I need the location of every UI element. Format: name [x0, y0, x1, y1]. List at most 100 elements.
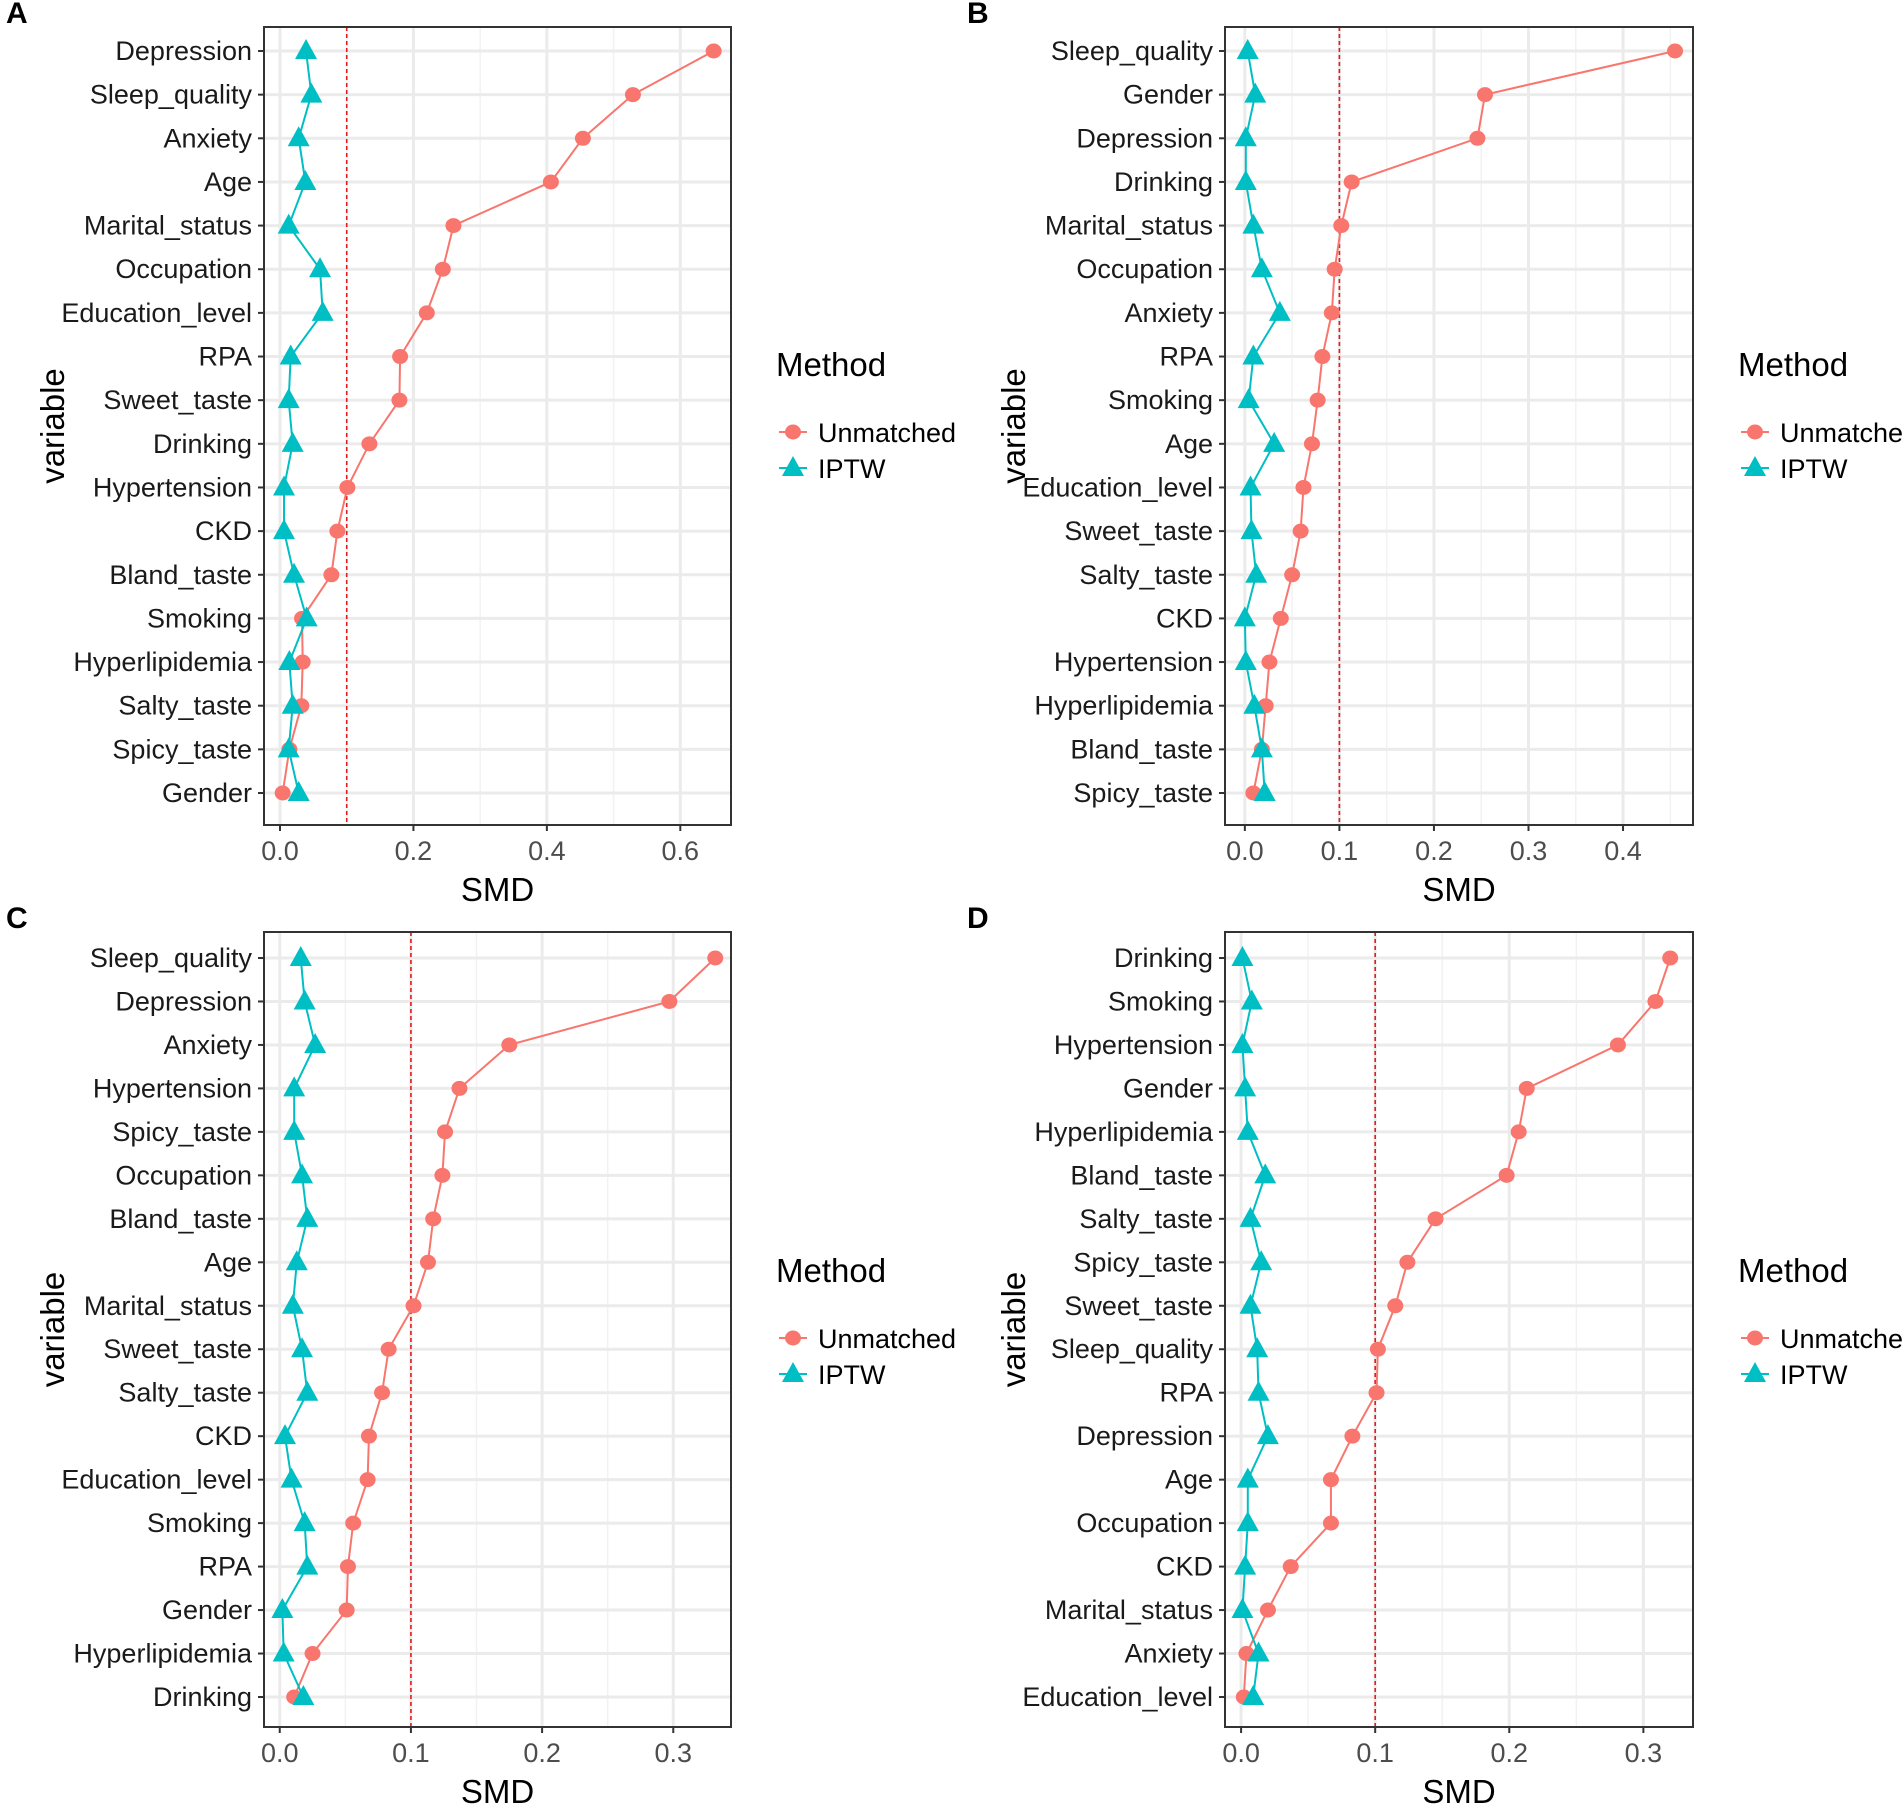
y-tick-label: Bland_taste [109, 1204, 252, 1234]
unmatched-point [345, 1515, 362, 1531]
iptw-point [1263, 431, 1286, 452]
y-axis-title: variable [995, 1272, 1032, 1388]
unmatched-point [1399, 1254, 1416, 1270]
iptw-point [295, 606, 318, 627]
iptw-point [1239, 1293, 1262, 1314]
y-tick-label: Bland_taste [109, 560, 252, 590]
unmatched-point [661, 993, 678, 1009]
iptw-point [277, 388, 300, 409]
iptw-point [1256, 1424, 1279, 1445]
x-axis-title: SMD [461, 871, 534, 908]
unmatched-point [437, 1124, 454, 1140]
iptw-point [277, 737, 300, 758]
x-tick-label: 0.1 [1321, 836, 1359, 866]
y-tick-label: Gender [1123, 80, 1213, 110]
unmatched-point [380, 1341, 397, 1357]
x-tick-label: 0.3 [1510, 836, 1548, 866]
y-tick-label: Age [1165, 1465, 1213, 1495]
iptw-point [281, 1293, 304, 1314]
y-tick-label: Bland_taste [1070, 1160, 1213, 1190]
iptw-point [1234, 650, 1257, 671]
iptw-point [280, 1467, 303, 1488]
unmatched-point [1368, 1385, 1385, 1401]
y-tick-label: Sweet_taste [1064, 1291, 1213, 1321]
unmatched-point [451, 1080, 468, 1096]
iptw-point [1246, 1337, 1269, 1358]
unmatched-point [294, 654, 311, 670]
x-tick-label: 0.0 [261, 1738, 299, 1768]
y-tick-label: Education_level [1022, 1682, 1213, 1712]
unmatched-point [1469, 130, 1486, 146]
iptw-point [283, 1076, 306, 1097]
iptw-point [1239, 1206, 1262, 1227]
unmatched-point [274, 785, 291, 801]
iptw-point [281, 431, 304, 452]
x-tick-label: 0.2 [523, 1738, 561, 1768]
x-tick-label: 0.2 [1491, 1738, 1529, 1768]
iptw-point [294, 169, 317, 190]
unmatched-point [434, 1167, 451, 1183]
legend-title: Method [776, 1252, 886, 1289]
iptw-point [1242, 1685, 1265, 1705]
unmatched-point [1510, 1124, 1527, 1140]
y-tick-label: Hyperlipidemia [73, 1639, 253, 1669]
unmatched-point [1518, 1080, 1535, 1096]
y-tick-label: Hypertension [1054, 1030, 1213, 1060]
y-tick-label: RPA [198, 342, 252, 372]
y-tick-label: Gender [1123, 1073, 1213, 1103]
panel-d: Drinking Smoking Hypertension Gender Hyperli… [967, 902, 1902, 1810]
y-tick-label: Spicy_taste [1073, 778, 1213, 808]
unmatched-point [1333, 218, 1350, 234]
iptw-point [1234, 126, 1257, 147]
y-tick-label: Occupation [1076, 1508, 1213, 1538]
iptw-point [291, 1163, 314, 1184]
plot-border [263, 26, 732, 826]
plot-border [1224, 26, 1694, 826]
x-axis-title: SMD [1422, 1773, 1495, 1810]
iptw-point [1231, 946, 1254, 966]
iptw-point [296, 1206, 319, 1227]
y-tick-label: Hyperlipidemia [1034, 1117, 1214, 1147]
unmatched-point [1322, 1472, 1339, 1488]
unmatched-point [391, 392, 408, 408]
legend-item-label: IPTW [818, 454, 886, 484]
y-tick-label: Sleep_quality [1051, 36, 1214, 66]
y-tick-label: CKD [1156, 1552, 1213, 1582]
plot-background [1225, 932, 1693, 1727]
legend-triangle-icon [1744, 456, 1766, 476]
iptw-point [296, 1554, 319, 1575]
iptw-point [300, 82, 323, 103]
unmatched-point [1292, 523, 1309, 539]
y-tick-label: Spicy_taste [112, 1117, 252, 1147]
y-tick-label: Marital_status [1045, 1595, 1213, 1625]
plot-border [263, 931, 732, 1728]
legend-title: Method [1738, 346, 1848, 383]
legend-item-label: IPTW [1780, 454, 1848, 484]
x-tick-label: 0.3 [655, 1738, 693, 1768]
unmatched-point [1647, 993, 1664, 1009]
unmatched-point [419, 1254, 436, 1270]
y-tick-label: Anxiety [1124, 298, 1213, 328]
x-tick-label: 0.0 [1222, 1738, 1260, 1768]
iptw-point [296, 1380, 319, 1401]
iptw-point [1236, 1511, 1259, 1532]
unmatched-point [1477, 87, 1493, 103]
unmatched-point [418, 305, 435, 321]
unmatched-point [1322, 1515, 1339, 1531]
y-tick-label: Spicy_taste [112, 734, 252, 764]
y-tick-label: CKD [195, 1421, 252, 1451]
y-tick-label: Sweet_taste [103, 385, 252, 415]
y-tick-label: Gender [162, 778, 252, 808]
iptw-point [1234, 1554, 1257, 1575]
unmatched-point [361, 436, 378, 452]
y-tick-label: Smoking [147, 1508, 252, 1538]
unmatched-point [339, 1559, 356, 1575]
iptw-point [1234, 169, 1257, 190]
y-tick-label: Occupation [115, 254, 252, 284]
y-tick-label: Hypertension [93, 1073, 252, 1103]
panel-a: Depression Sleep_quality Anxiety Age Marital… [6, 0, 956, 908]
y-tick-label: Drinking [1114, 943, 1213, 973]
y-tick-label: Marital_status [84, 211, 252, 241]
unmatched-point [1259, 1602, 1276, 1618]
iptw-point [281, 693, 304, 714]
